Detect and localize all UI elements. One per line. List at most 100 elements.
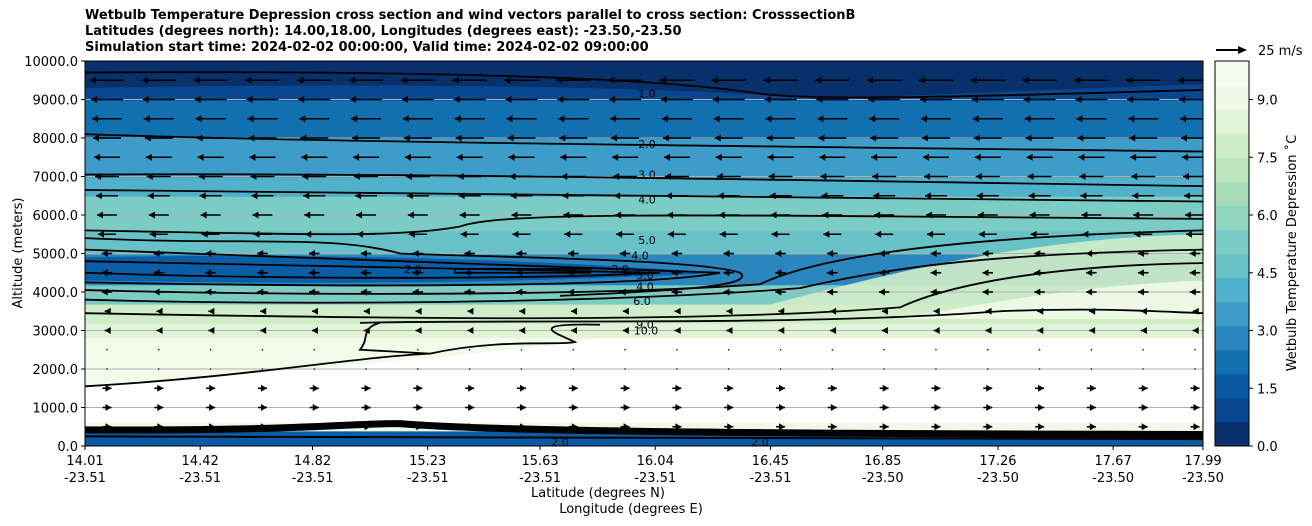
wind-vector-head: [666, 211, 673, 219]
wind-vector-head: [467, 327, 474, 334]
wind-vector-head: [623, 404, 630, 411]
wind-vector-dot: [572, 348, 575, 351]
y-tick-label: 10000.0: [24, 55, 78, 70]
wind-vector-head: [308, 288, 315, 296]
wind-vector-head: [508, 153, 515, 161]
wind-vector-head: [564, 230, 571, 238]
wind-vector-head: [716, 173, 723, 180]
wind-vector-head: [1037, 327, 1044, 334]
x-tick-label-lon: -23.51: [749, 471, 791, 486]
wind-vector-head: [711, 76, 718, 84]
wind-vector-head: [571, 423, 578, 431]
wind-vector-head: [723, 288, 730, 296]
wind-vector-dot: [986, 348, 989, 351]
wind-vector-head: [504, 76, 511, 84]
wind-vector-head: [775, 269, 782, 277]
wind-vector-head: [1086, 250, 1093, 257]
colorbar-tick-label: 7.5: [1257, 151, 1278, 166]
wind-vector-head: [924, 192, 931, 200]
wind-vector-head: [765, 115, 772, 123]
wind-vector-head: [972, 115, 979, 123]
wind-vector-head: [559, 134, 566, 142]
colorbar-segment: [1215, 301, 1249, 327]
wind-vector-head: [153, 269, 160, 277]
x-tick-label-lat: 16.04: [637, 454, 674, 469]
wind-vector-head: [519, 384, 526, 392]
wind-vector-head: [257, 269, 264, 277]
wind-vector-head: [920, 115, 927, 123]
wind-vector-dot: [209, 368, 212, 370]
x-tick-label-lat: 14.01: [66, 454, 103, 469]
wind-vector-head: [147, 192, 154, 200]
colorbar-segment: [1215, 205, 1249, 230]
wind-vector-head: [1089, 327, 1096, 334]
contour-label: 10.0: [634, 325, 659, 338]
wind-vector-head: [156, 327, 163, 334]
wind-vector-head: [976, 192, 983, 200]
wind-vector-head: [249, 153, 256, 161]
wind-vector-head: [726, 307, 733, 315]
wind-vector-head: [1137, 269, 1144, 277]
wind-vector-head: [977, 211, 984, 219]
wind-vector-head: [815, 76, 822, 84]
wind-vector-head: [142, 96, 149, 103]
wind-vector-head: [985, 327, 992, 334]
wind-vector-dot: [831, 348, 834, 351]
contour-line: [454, 268, 591, 274]
wind-vector-head: [571, 384, 578, 392]
wind-vector-dot: [624, 348, 626, 351]
wind-vector-head: [144, 134, 151, 142]
wind-vector-head: [881, 307, 888, 315]
wind-vector-head: [90, 76, 96, 84]
wind-vector-head: [406, 192, 413, 200]
wind-vector-head: [194, 96, 201, 103]
wind-vector-head: [1186, 230, 1192, 238]
wind-vector-head: [1189, 269, 1196, 277]
y-tick-label: 1000.0: [33, 402, 79, 417]
wind-vector-head: [303, 192, 310, 200]
y-tick-label: 5000.0: [33, 248, 79, 263]
x-axis-label-lon: Longitude (degrees E): [559, 502, 703, 517]
wind-vector-head: [1181, 134, 1187, 142]
wind-vector-head: [468, 404, 475, 411]
wind-vector-head: [830, 404, 837, 411]
wind-vector-head: [104, 327, 111, 334]
wind-vector-head: [298, 96, 305, 103]
wind-vector-head: [351, 115, 358, 123]
wind-vector-head: [1182, 153, 1188, 161]
y-axis-label: Altitude (meters): [11, 198, 26, 309]
x-tick-label-lon: -23.51: [407, 471, 449, 486]
wind-vector-head: [919, 96, 926, 103]
wind-vector-dot: [261, 368, 264, 370]
wind-vector-head: [556, 76, 563, 84]
wind-vector-head: [778, 327, 785, 334]
wind-vector-head: [609, 96, 616, 103]
x-tick-label-lon: -23.50: [1092, 471, 1134, 486]
contour-label: 2.0: [404, 263, 422, 276]
wind-vector-head: [245, 76, 252, 84]
wind-vector-head: [571, 404, 578, 411]
wind-vector-head: [1141, 384, 1148, 392]
wind-vector-head: [145, 153, 152, 161]
wind-vector-head: [563, 211, 570, 219]
wind-vector-head: [712, 96, 719, 103]
wind-vector-head: [516, 288, 523, 296]
x-tick-label-lat: 16.85: [864, 454, 901, 469]
wind-vector-head: [408, 230, 415, 238]
x-tick-label-lon: -23.51: [519, 471, 561, 486]
wind-vector-head: [468, 423, 475, 431]
wind-vector-head: [667, 230, 674, 238]
wind-vector-head: [157, 423, 164, 431]
x-tick-label-lat: 17.26: [979, 454, 1016, 469]
wind-vector-head: [97, 211, 103, 219]
wind-vector-head: [1038, 404, 1045, 411]
wind-vector-head: [871, 153, 878, 161]
wind-vector-head: [101, 288, 108, 296]
wind-vector-head: [868, 96, 875, 103]
wind-vector-head: [659, 76, 666, 84]
wind-vector-head: [101, 250, 108, 257]
wind-vector-head: [354, 173, 361, 180]
wind-vector-head: [205, 288, 212, 296]
wind-vector-head: [717, 192, 724, 200]
